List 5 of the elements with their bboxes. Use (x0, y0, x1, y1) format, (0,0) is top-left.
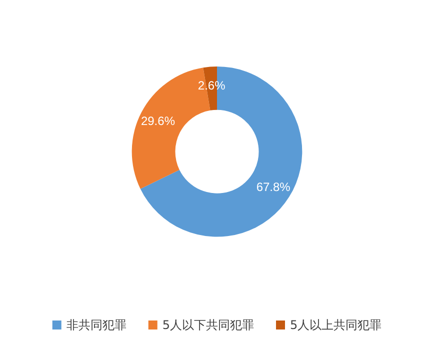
data-label: 29.6% (140, 114, 176, 128)
legend-label: 5人以下共同犯罪 (162, 318, 254, 332)
legend-label: 5人以上共同犯罪 (290, 318, 382, 332)
data-label: 67.8% (256, 180, 291, 194)
legend-label: 非共同犯罪 (66, 318, 126, 332)
